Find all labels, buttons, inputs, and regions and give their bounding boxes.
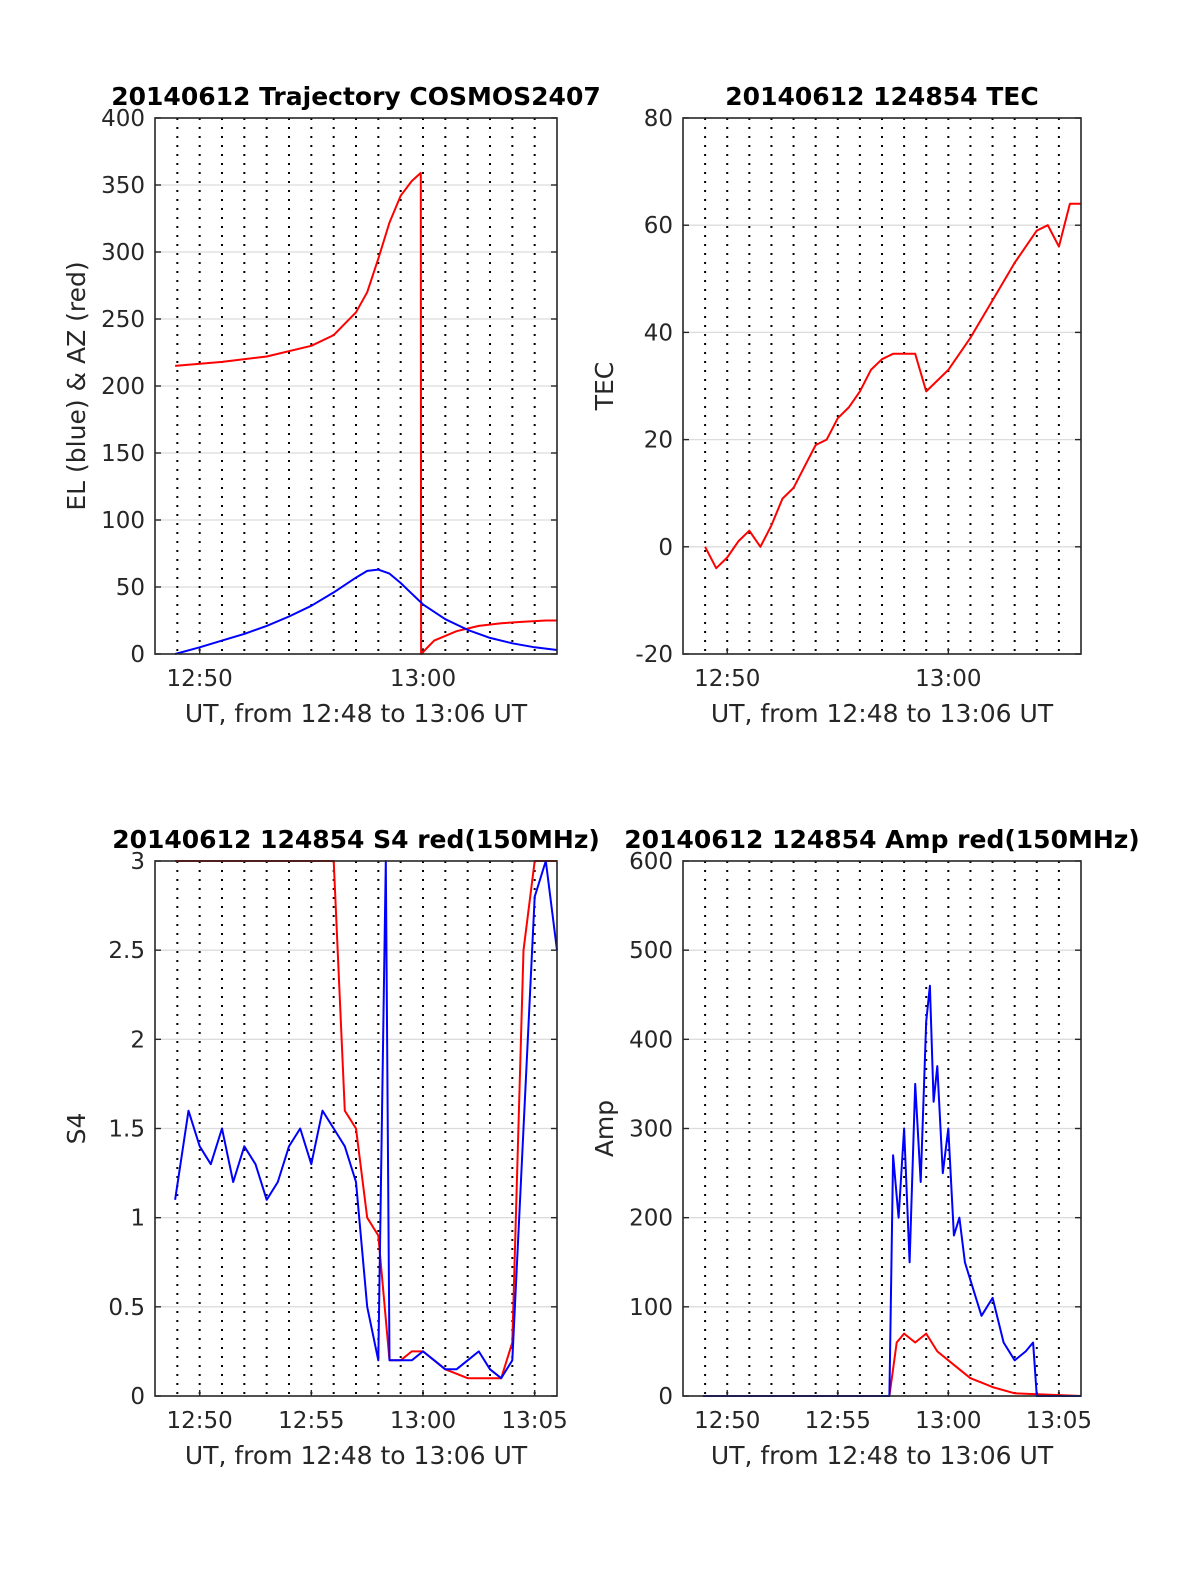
x-tick-label: 13:00 xyxy=(390,666,456,692)
x-tick-label: 12:50 xyxy=(694,666,760,692)
y-tick-label: 150 xyxy=(101,441,145,467)
x-tick-label: 12:50 xyxy=(694,1408,760,1434)
series-line-2 xyxy=(174,568,558,655)
y-tick-label: 300 xyxy=(101,240,145,266)
y-tick-label: 400 xyxy=(101,106,145,132)
series-line-2 xyxy=(174,860,558,1380)
x-tick-label: 12:50 xyxy=(167,1408,233,1434)
y-tick-label: 400 xyxy=(629,1027,673,1053)
y-tick-label: 2 xyxy=(130,1027,145,1053)
y-tick-label: 0 xyxy=(658,1384,673,1410)
y-tick-label: 200 xyxy=(629,1206,673,1232)
plot-frame xyxy=(154,117,558,655)
x-tick-label: 13:05 xyxy=(502,1408,568,1434)
x-axis-label: UT, from 12:48 to 13:06 UT xyxy=(711,699,1054,728)
chart-title: 20140612 124854 TEC xyxy=(725,82,1038,111)
y-axis-label: Amp xyxy=(590,1100,619,1157)
chart-panel-3: 0 0.5 1 1.5 2 2.5 3 12:50 12:55 13:00 13:05 2014061… xyxy=(62,825,600,1470)
plot-frame xyxy=(682,117,1082,655)
chart-title: 20140612 124854 Amp red(150MHz) xyxy=(624,825,1140,854)
x-axis-label: UT, from 12:48 to 13:06 UT xyxy=(711,1441,1054,1470)
y-axis-label: S4 xyxy=(62,1113,91,1145)
series-line-1 xyxy=(702,1332,1082,1397)
y-tick-label: 100 xyxy=(629,1295,673,1321)
y-tick-label: 300 xyxy=(629,1117,673,1143)
x-tick-label: 12:55 xyxy=(805,1408,871,1434)
chart-panel-2: -20 0 20 40 60 80 12:50 13:00 20140612 124854 TE… xyxy=(590,82,1082,728)
chart-title: 20140612 Trajectory COSMOS2407 xyxy=(111,82,601,111)
y-tick-label: 40 xyxy=(644,320,673,346)
y-tick-label: 500 xyxy=(629,938,673,964)
plot-frame xyxy=(154,860,558,1397)
y-tick-label: 600 xyxy=(629,849,673,875)
y-axis-label: TEC xyxy=(590,362,619,412)
y-tick-label: 20 xyxy=(644,428,673,454)
y-tick-label: 0 xyxy=(658,535,673,561)
y-tick-label: 0 xyxy=(130,1384,145,1410)
x-tick-label: 13:00 xyxy=(915,666,981,692)
series-line-1 xyxy=(175,171,557,655)
x-tick-label: 13:05 xyxy=(1026,1408,1092,1434)
y-tick-label: 200 xyxy=(101,374,145,400)
y-tick-label: 250 xyxy=(101,307,145,333)
y-tick-label: -20 xyxy=(635,642,673,668)
y-tick-label: 1 xyxy=(130,1206,145,1232)
series-line-2 xyxy=(702,984,1081,1397)
y-tick-label: 0 xyxy=(130,642,145,668)
chart-title: 20140612 124854 S4 red(150MHz) xyxy=(112,825,600,854)
x-tick-label: 13:00 xyxy=(390,1408,456,1434)
y-tick-label: 50 xyxy=(116,575,145,601)
x-tick-label: 12:50 xyxy=(167,666,233,692)
y-tick-label: 3 xyxy=(130,849,145,875)
y-tick-label: 350 xyxy=(101,173,145,199)
series-line-1 xyxy=(704,202,1081,570)
x-axis-label: UT, from 12:48 to 13:06 UT xyxy=(185,699,528,728)
y-tick-label: 1.5 xyxy=(108,1117,145,1143)
x-tick-label: 12:55 xyxy=(278,1408,344,1434)
y-tick-label: 100 xyxy=(101,508,145,534)
y-tick-label: 2.5 xyxy=(108,938,145,964)
y-tick-label: 80 xyxy=(644,106,673,132)
x-tick-label: 13:00 xyxy=(915,1408,981,1434)
plot-frame xyxy=(682,860,1082,1397)
chart-panel-1: 0 50 100 150 200 250 300 350 400 12:50 13:00 201406… xyxy=(62,82,601,728)
y-tick-label: 60 xyxy=(644,213,673,239)
y-tick-label: 0.5 xyxy=(108,1295,145,1321)
chart-panel-4: 0 100 200 300 400 500 600 12:50 12:55 13:00 13:05 2… xyxy=(590,825,1140,1470)
x-axis-label: UT, from 12:48 to 13:06 UT xyxy=(185,1441,528,1470)
y-axis-label: EL (blue) & AZ (red) xyxy=(62,261,91,510)
